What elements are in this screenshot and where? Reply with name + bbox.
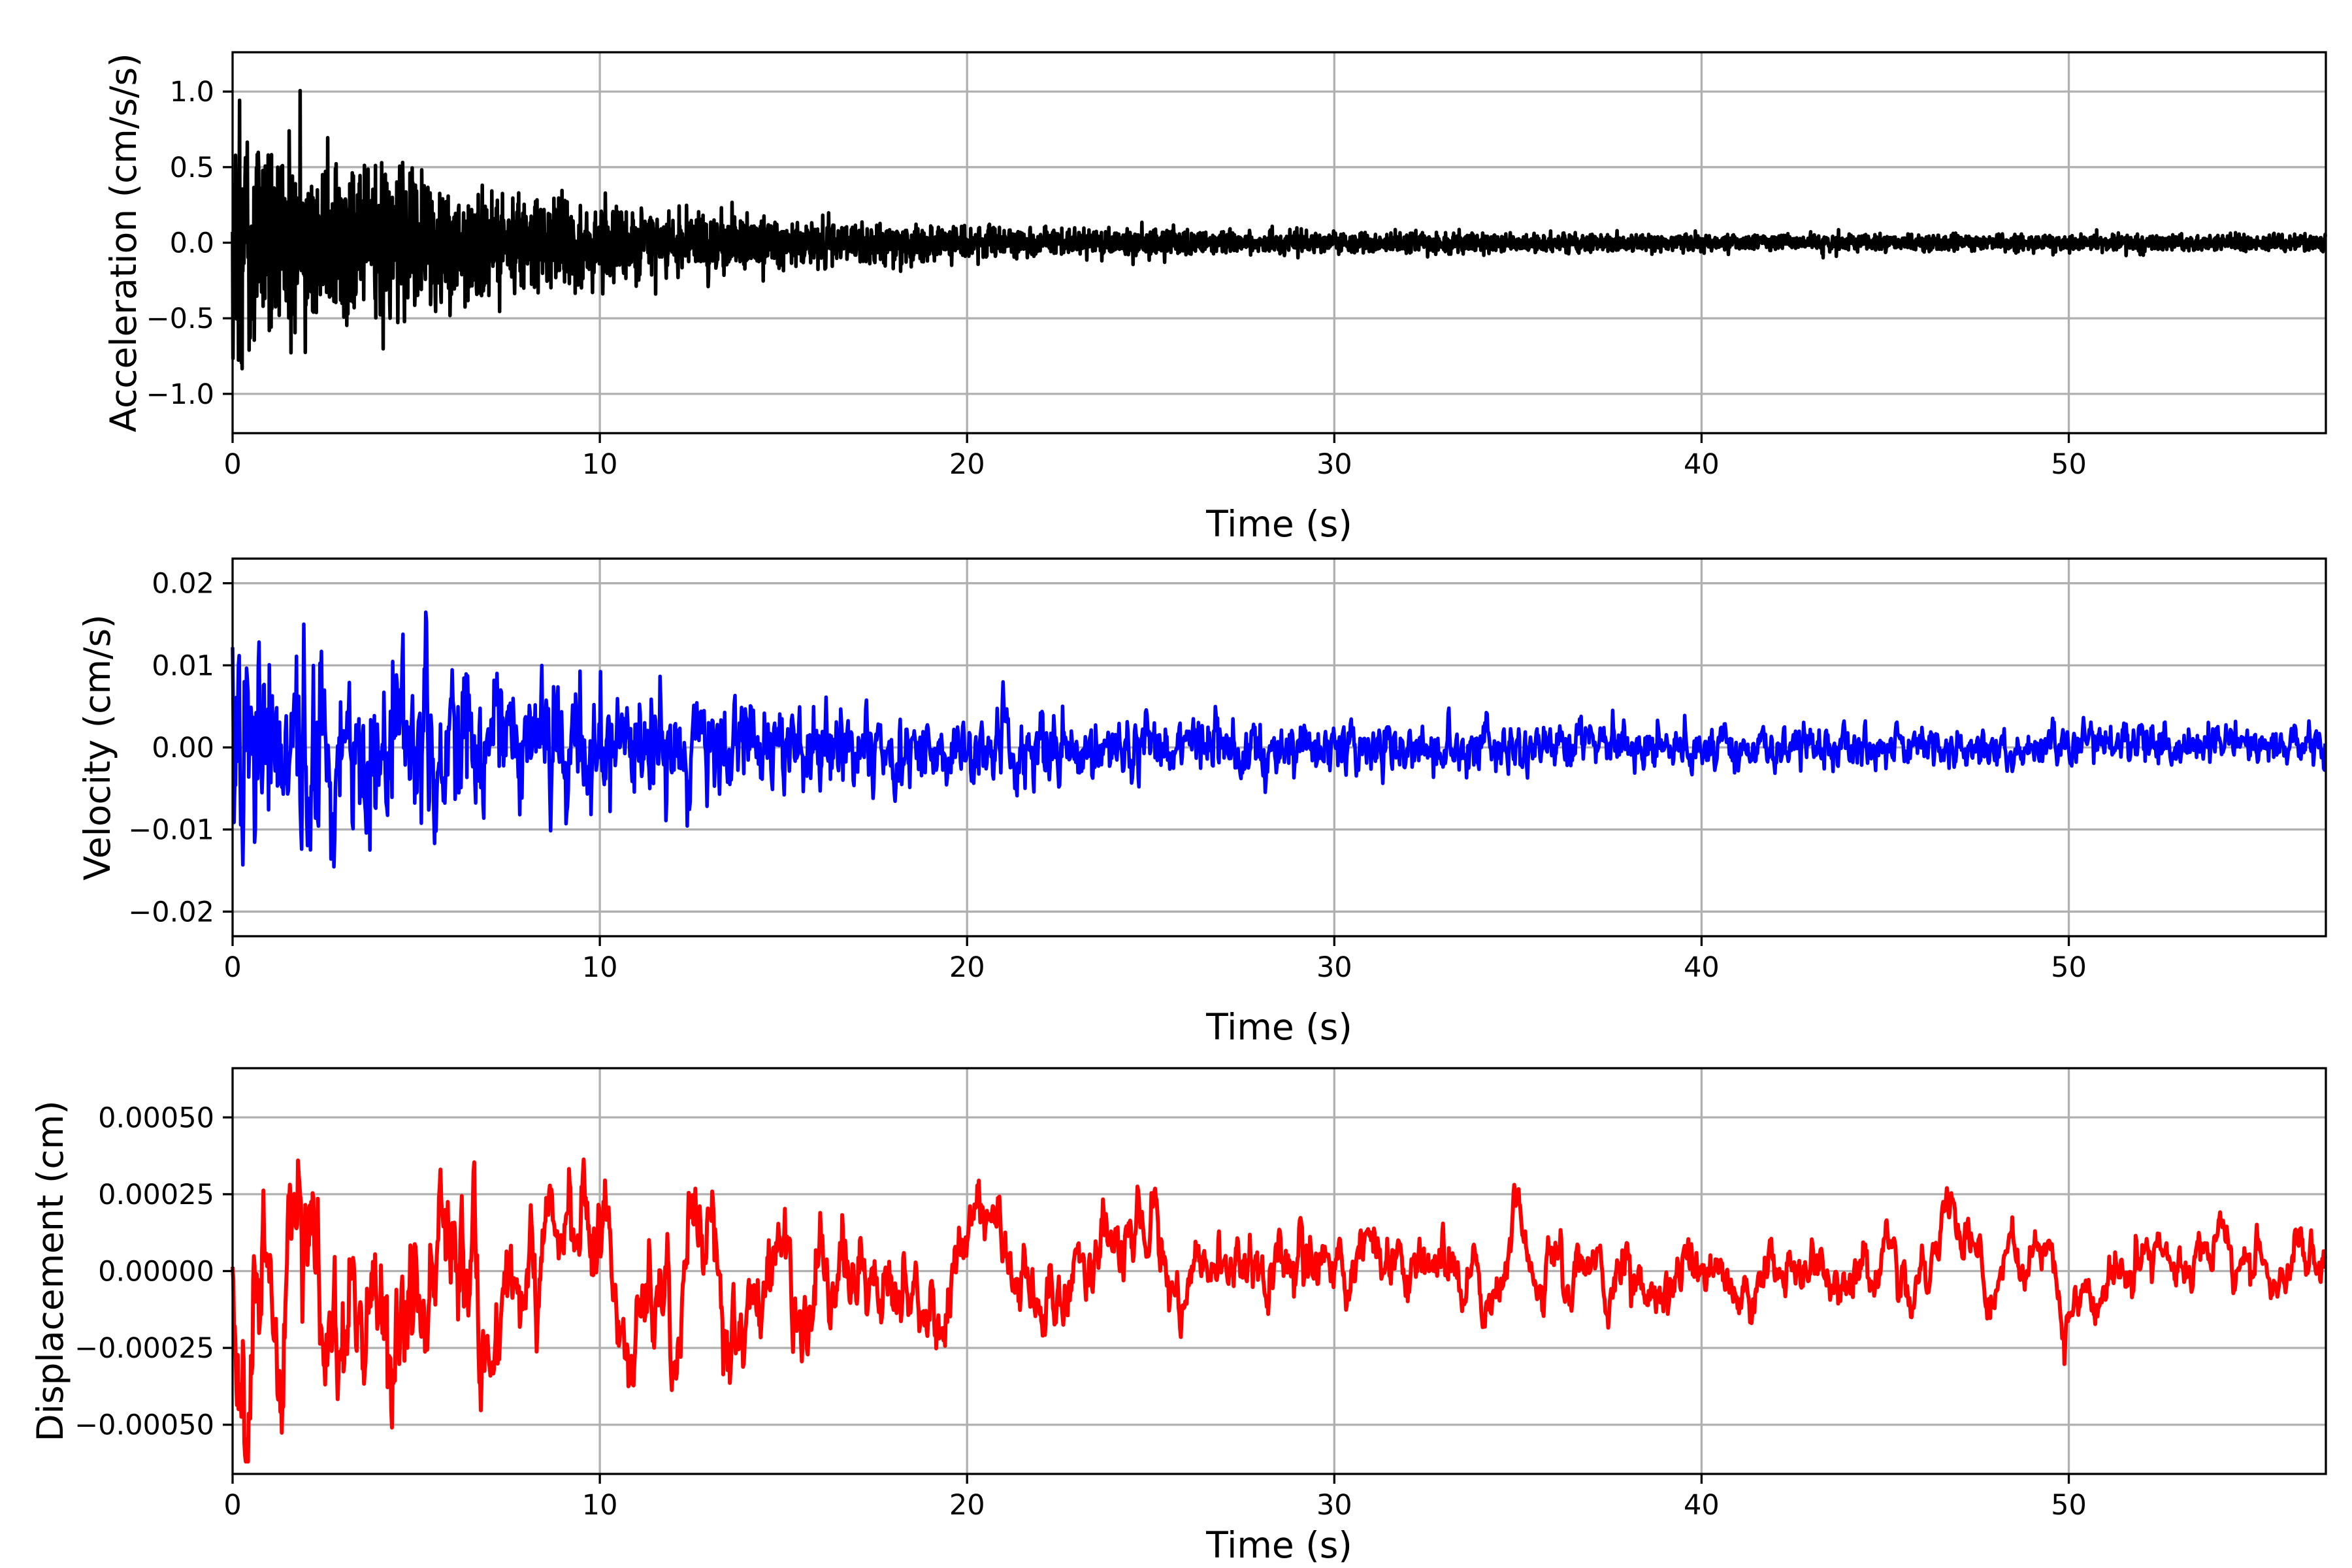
panel-2-ticks bbox=[223, 1116, 2070, 1484]
xtick-label: 10 bbox=[582, 1489, 618, 1522]
ytick-label: −0.02 bbox=[128, 896, 214, 928]
xtick-label: 20 bbox=[949, 1489, 985, 1522]
ytick-label: 0.01 bbox=[152, 649, 214, 682]
panel-2-ylabel: Displacement (cm) bbox=[29, 1100, 71, 1441]
ytick-label: 0.00025 bbox=[98, 1179, 214, 1211]
panel-1-ylabel: Velocity (cm/s) bbox=[76, 614, 118, 880]
ytick-label: 0.5 bbox=[170, 152, 214, 184]
panel-2-xlabel: Time (s) bbox=[1205, 1524, 1352, 1566]
panel-1: 0 10 20 30 40 50 0.02 0.01 0.00 −0.01 −0.02 Time (s… bbox=[76, 557, 2327, 1048]
ytick-label: −0.00050 bbox=[74, 1409, 214, 1442]
ytick-label: 1.0 bbox=[170, 76, 214, 108]
panel-2: 0 10 20 30 40 50 0.00050 0.00025 0.00000 −0.00025… bbox=[29, 1067, 2327, 1566]
xtick-label: 40 bbox=[1684, 951, 1720, 984]
panel-1-xlabel: Time (s) bbox=[1205, 1006, 1352, 1048]
panel-1-ticks bbox=[223, 582, 2070, 946]
ytick-label: 0.0 bbox=[170, 227, 214, 260]
xtick-label: 50 bbox=[2051, 1489, 2087, 1522]
ytick-label: 0.00000 bbox=[98, 1256, 214, 1288]
panel-2-grid bbox=[233, 1068, 2326, 1474]
xtick-label: 30 bbox=[1316, 951, 1352, 984]
panel-0-series-line bbox=[231, 88, 2328, 371]
panel-0: 0 10 20 30 40 50 1.0 0.5 0.0 −0.5 −1.0 Time (s) Acce… bbox=[103, 51, 2328, 545]
xtick-label: 50 bbox=[2051, 951, 2087, 984]
ytick-label: 0.02 bbox=[152, 568, 214, 600]
xtick-label: 0 bbox=[223, 1489, 241, 1522]
xtick-label: 0 bbox=[223, 448, 241, 481]
xtick-label: 20 bbox=[949, 951, 985, 984]
xtick-label: 40 bbox=[1684, 1489, 1720, 1522]
ytick-label: −0.00025 bbox=[74, 1332, 214, 1365]
panel-0-xlabel: Time (s) bbox=[1205, 503, 1352, 545]
xtick-label: 30 bbox=[1316, 1489, 1352, 1522]
xtick-label: 30 bbox=[1316, 448, 1352, 481]
ytick-label: 0.00 bbox=[152, 732, 214, 764]
panel-0-ylabel: Acceleration (cm/s/s) bbox=[103, 53, 144, 432]
panel-0-ticks bbox=[223, 90, 2070, 443]
panel-2-series-line bbox=[231, 1157, 2327, 1464]
ytick-label: 0.00050 bbox=[98, 1102, 214, 1134]
xtick-label: 50 bbox=[2051, 448, 2087, 481]
xtick-label: 40 bbox=[1684, 448, 1720, 481]
panel-1-series-line bbox=[231, 610, 2327, 869]
ytick-label: −0.5 bbox=[146, 302, 214, 335]
xtick-label: 0 bbox=[223, 951, 241, 984]
ytick-label: −0.01 bbox=[128, 814, 214, 847]
xtick-label: 10 bbox=[582, 951, 618, 984]
ytick-label: −1.0 bbox=[146, 378, 214, 411]
xtick-label: 20 bbox=[949, 448, 985, 481]
xtick-label: 10 bbox=[582, 448, 618, 481]
